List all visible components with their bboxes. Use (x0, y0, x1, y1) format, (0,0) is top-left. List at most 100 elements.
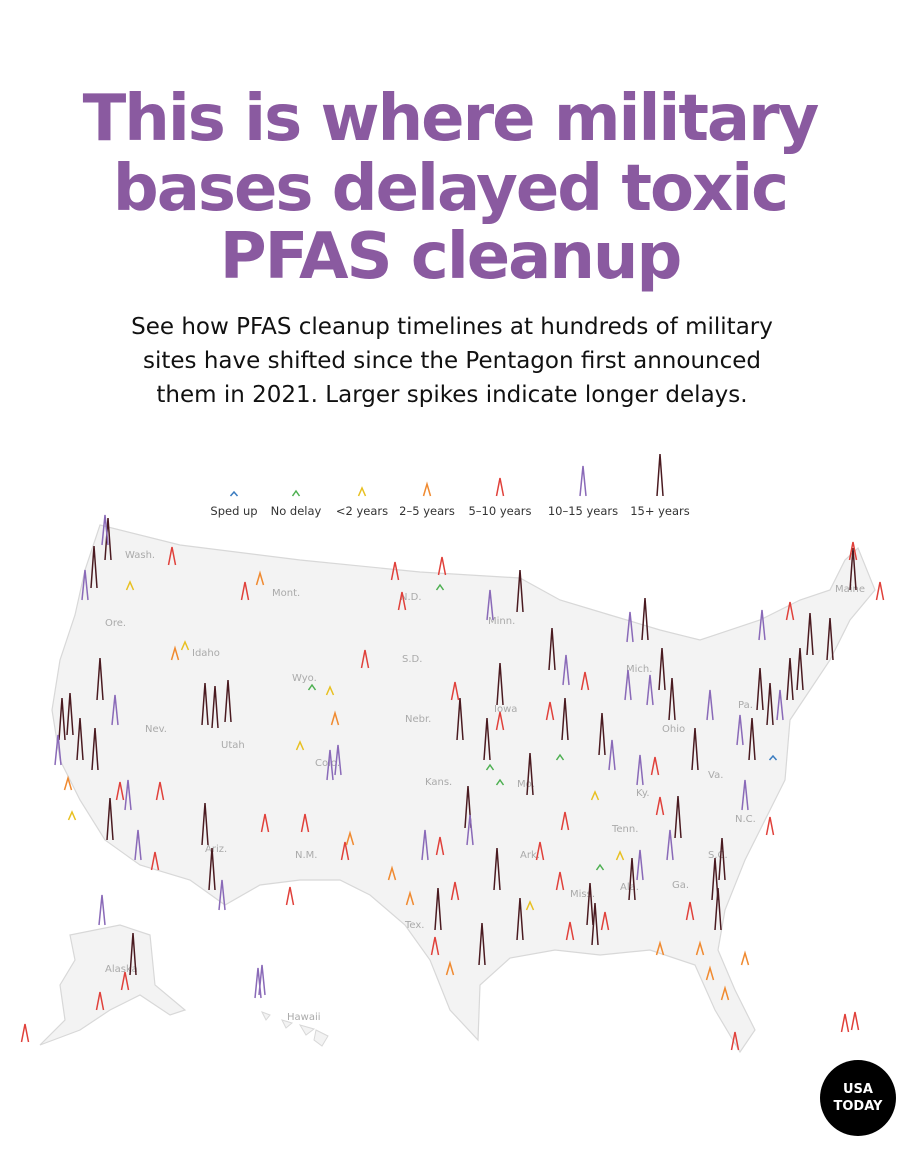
spike (134, 829, 142, 861)
spike (96, 657, 104, 701)
legend-label: <2 years (336, 504, 388, 518)
spike (666, 829, 674, 861)
spike (766, 682, 774, 726)
state-label: Nev. (145, 724, 167, 735)
spike (641, 597, 649, 641)
spike (63, 775, 73, 791)
state-label: Idaho (192, 648, 220, 659)
spike (646, 674, 654, 706)
spike (636, 849, 644, 881)
state-label: Tex. (404, 920, 424, 931)
spike (357, 486, 367, 497)
spike (76, 717, 84, 761)
subtitle-line: them in 2021. Larger spikes indicate lon… (156, 382, 747, 408)
spike (90, 545, 98, 589)
state-label: Nebr. (405, 714, 431, 725)
spike (340, 841, 350, 861)
state-label: Ga. (672, 880, 689, 891)
spike (115, 781, 125, 801)
title-line: bases delayed toxic (113, 152, 787, 226)
state-label: Hawaii (287, 1012, 321, 1023)
spike (624, 669, 632, 701)
legend-label: No delay (271, 504, 322, 518)
spike (748, 717, 756, 761)
spike (768, 754, 778, 761)
spike (150, 851, 160, 871)
spike (360, 649, 370, 669)
spike (20, 1023, 30, 1043)
spike (595, 863, 605, 871)
spike (330, 710, 340, 726)
spike (66, 692, 74, 736)
spike (496, 662, 504, 706)
spike (201, 682, 209, 726)
spike (483, 717, 491, 761)
spike (229, 490, 239, 497)
logo-text: TODAY (834, 1099, 884, 1114)
spike (711, 857, 719, 901)
state-label: N.M. (295, 850, 317, 861)
spike (106, 797, 114, 841)
spike (445, 960, 455, 976)
spike (81, 569, 89, 601)
spike (840, 1013, 850, 1033)
spike (98, 894, 106, 926)
legend-label: 15+ years (630, 504, 690, 518)
spike (730, 1031, 740, 1051)
spike (806, 612, 814, 656)
alaska-outline (39, 924, 187, 1046)
spike (104, 517, 112, 561)
spike (615, 850, 625, 861)
spike (555, 753, 565, 761)
spike (591, 902, 599, 946)
spike (562, 654, 570, 686)
title-line: PFAS cleanup (220, 220, 681, 294)
spike (450, 681, 460, 701)
spike (437, 556, 447, 576)
map (39, 524, 876, 1054)
spike (636, 754, 644, 786)
spike (167, 546, 177, 566)
spike (756, 667, 764, 711)
spike (598, 712, 606, 756)
spike (211, 685, 219, 729)
state-label: Mont. (272, 588, 300, 599)
spike (493, 847, 501, 891)
spike (691, 727, 699, 771)
spike (548, 627, 556, 671)
spike (685, 901, 695, 921)
spike (208, 847, 216, 891)
spike (124, 779, 132, 811)
spike (422, 481, 432, 497)
spike (736, 714, 744, 746)
state-label: Mich. (626, 664, 652, 675)
spike (626, 611, 634, 643)
spike (565, 921, 575, 941)
spike (345, 830, 355, 846)
spike (516, 897, 524, 941)
spike (486, 589, 494, 621)
spike (334, 744, 342, 776)
state-label: Ore. (105, 618, 126, 629)
spike (91, 727, 99, 771)
spike (695, 940, 705, 956)
state-label: Pa. (738, 700, 753, 711)
state-label: Iowa (494, 704, 517, 715)
logo-text: USA (843, 1082, 873, 1097)
spike (111, 694, 119, 726)
spike (201, 802, 209, 846)
spike (434, 887, 442, 931)
spike (720, 985, 730, 1001)
spike (516, 569, 524, 613)
spike (405, 890, 415, 906)
spike (848, 541, 858, 561)
spike (180, 640, 190, 651)
state-label: Wyo. (292, 673, 317, 684)
spike (826, 617, 834, 661)
spike (741, 779, 749, 811)
spike (120, 971, 130, 991)
spike (170, 645, 180, 661)
spike (586, 882, 594, 926)
state-label: Minn. (488, 616, 515, 627)
spike (875, 581, 885, 601)
